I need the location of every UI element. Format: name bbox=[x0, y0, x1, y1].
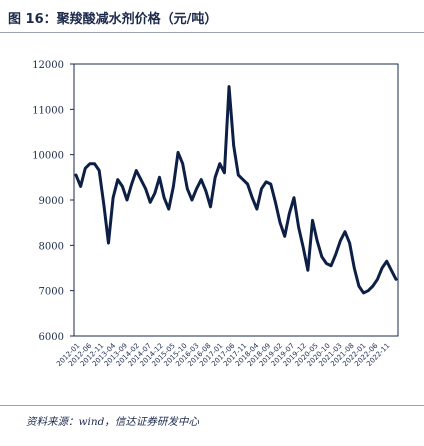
plot-frame bbox=[73, 63, 399, 337]
figure-title: 图 16：聚羧酸减水剂价格（元/吨） bbox=[8, 12, 218, 27]
y-tick-label: 7000 bbox=[39, 287, 64, 298]
y-tick-label: 12000 bbox=[32, 60, 64, 71]
source-divider bbox=[0, 405, 424, 406]
title-divider bbox=[0, 32, 424, 33]
y-tick-label: 10000 bbox=[32, 151, 64, 162]
y-tick-label: 11000 bbox=[32, 105, 64, 116]
y-tick-label: 6000 bbox=[39, 332, 64, 343]
y-tick-label: 8000 bbox=[39, 241, 64, 252]
y-tick-label: 9000 bbox=[39, 196, 64, 207]
price-line-chart: 6000 7000 8000 9000 10000 11000 12000 2012-012… bbox=[32, 60, 399, 368]
y-axis: 6000 7000 8000 9000 10000 11000 12000 bbox=[32, 60, 74, 343]
source-note: 资料来源：wind，信达证券研发中心 bbox=[26, 416, 199, 428]
series-line bbox=[74, 85, 398, 295]
x-axis: 2012-012012-062012-112013-042013-092014-… bbox=[55, 341, 391, 368]
